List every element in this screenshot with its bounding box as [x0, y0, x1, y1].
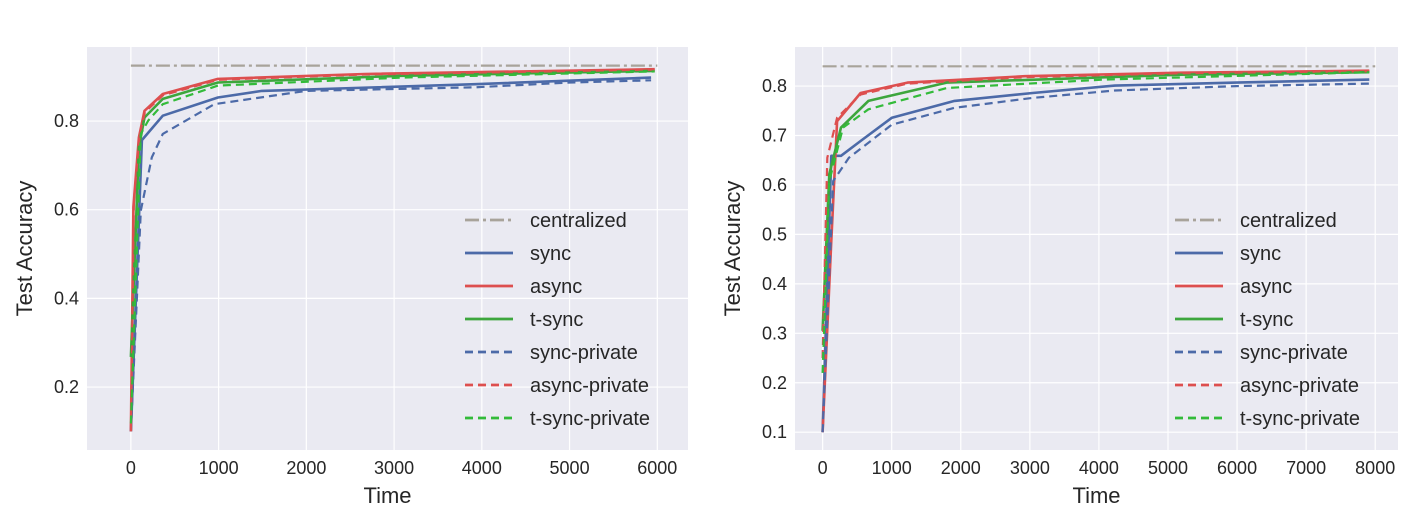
legend-label: sync-private — [1240, 342, 1348, 364]
legend-label: async — [1240, 276, 1292, 298]
series-line-t-sync-private — [129, 70, 655, 424]
series-line-t-sync — [129, 69, 655, 357]
series-line-sync-private — [129, 79, 652, 432]
x-tick-label: 5000 — [550, 458, 590, 478]
x-tick-label: 6000 — [637, 458, 677, 478]
x-tick-label: 4000 — [1079, 458, 1119, 478]
y-tick-label: 0.8 — [762, 76, 787, 96]
x-tick-label: 0 — [126, 458, 136, 478]
legend-label: sync — [1240, 243, 1281, 265]
x-tick-label: 7000 — [1286, 458, 1326, 478]
legend-label: t-sync — [530, 309, 583, 331]
legend-label: async-private — [530, 375, 649, 397]
legend-label: t-sync — [1240, 309, 1293, 331]
chart-2: 0 1000 2000 3000 4000 5000 6000 7000 8000 0.1 0.2 0… — [720, 47, 1398, 508]
legend-label: centralized — [1240, 210, 1337, 232]
y-tick-label: 0.6 — [762, 175, 787, 195]
x-tick-label: 0 — [818, 458, 828, 478]
y-axis-label: Test Accuracy — [720, 181, 745, 317]
series-line-sync — [129, 76, 652, 432]
y-tick-label: 0.7 — [762, 126, 787, 146]
y-tick-label: 0.6 — [54, 200, 79, 220]
x-tick-label: 6000 — [1217, 458, 1257, 478]
x-tick-label: 3000 — [374, 458, 414, 478]
legend-label: sync-private — [530, 342, 638, 364]
y-tick-label: 0.4 — [762, 274, 787, 294]
y-axis-label: Test Accuracy — [12, 181, 37, 317]
legend-label: sync — [530, 243, 571, 265]
legend: centralized sync async t-sync sync-private as… — [1175, 210, 1360, 430]
legend-label: t-sync-private — [1240, 408, 1360, 430]
legend-label: async-private — [1240, 375, 1359, 397]
chart-1: 0 1000 2000 3000 4000 5000 6000 0.2 0.4 0.6 0.8 Tim… — [12, 47, 688, 508]
y-tick-label: 0.1 — [762, 422, 787, 442]
x-tick-label: 4000 — [462, 458, 502, 478]
legend-label: t-sync-private — [530, 408, 650, 430]
x-tick-label: 8000 — [1355, 458, 1395, 478]
series-line-t-sync-private — [821, 71, 1370, 373]
x-tick-label: 2000 — [941, 458, 981, 478]
x-tick-label: 1000 — [199, 458, 239, 478]
legend: centralized sync async t-sync sync-private as… — [465, 210, 650, 430]
x-tick-label: 5000 — [1148, 458, 1188, 478]
y-tick-label: 0.2 — [54, 377, 79, 397]
series-line-async-private — [129, 68, 655, 432]
legend-label: async — [530, 276, 582, 298]
series-line-t-sync — [821, 70, 1370, 331]
x-axis-label: Time — [363, 483, 411, 508]
y-tick-label: 0.4 — [54, 288, 79, 308]
x-tick-label: 2000 — [286, 458, 326, 478]
y-tick-label: 0.5 — [762, 224, 787, 244]
x-tick-label: 1000 — [872, 458, 912, 478]
x-axis-label: Time — [1072, 483, 1120, 508]
y-tick-label: 0.2 — [762, 373, 787, 393]
plot-background — [87, 47, 688, 450]
y-tick-label: 0.8 — [54, 111, 79, 131]
x-tick-label: 3000 — [1010, 458, 1050, 478]
series-line-sync-private — [821, 82, 1370, 433]
y-tick-label: 0.3 — [762, 323, 787, 343]
legend-label: centralized — [530, 210, 627, 232]
